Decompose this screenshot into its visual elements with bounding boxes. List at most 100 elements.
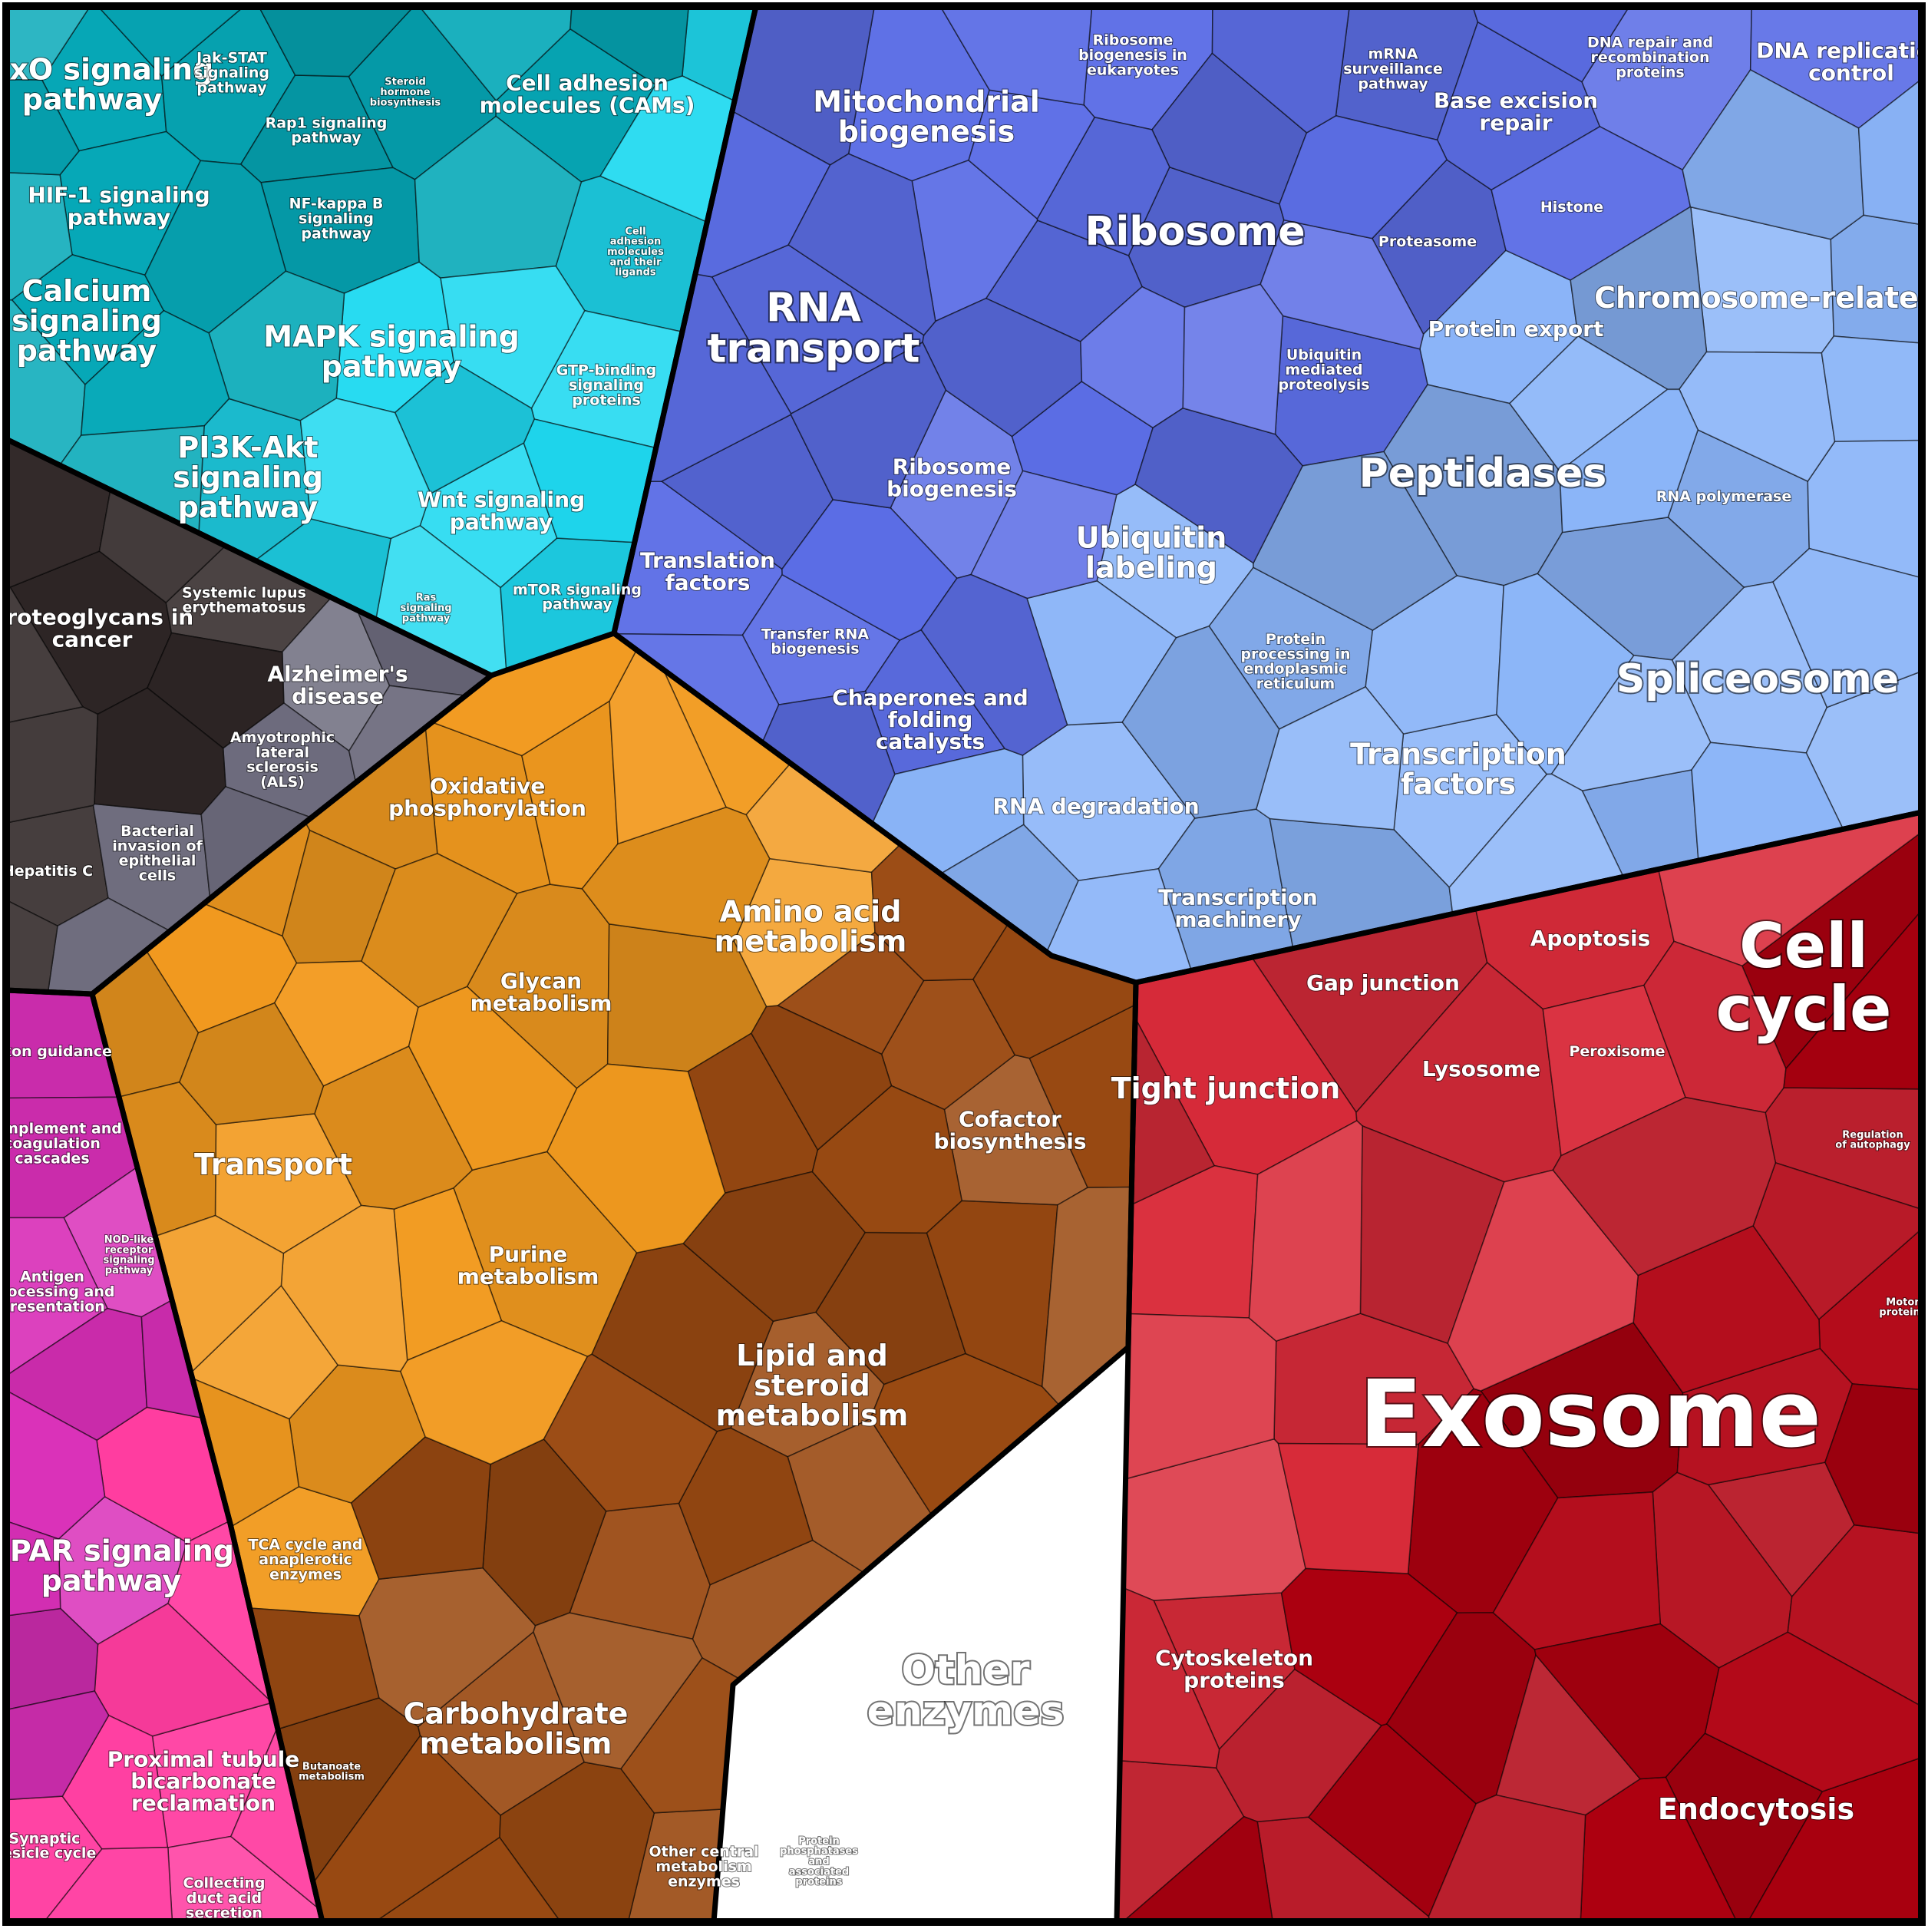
cellular-cell <box>1752 1161 1922 1320</box>
metabolism-label: Cofactor biosynthesis <box>934 1106 1087 1154</box>
metabolism-label: Purine metabolism <box>457 1241 599 1289</box>
organismal-label: Synaptic vesicle cycle <box>0 1830 96 1861</box>
cellular-cell <box>1121 1815 1274 1922</box>
metabolism-cell <box>533 1612 703 1770</box>
genetic-cell <box>939 6 1093 106</box>
metabolism-cell <box>280 1204 408 1372</box>
metabolism-label: Carbohydrate metabolism <box>404 1697 629 1761</box>
genetic-label: Protein processing in endoplasmic reticulum <box>1240 631 1350 692</box>
signaling-label: Cell adhesion molecules and their ligands <box>607 226 664 278</box>
cellular-cell <box>1552 1096 1777 1276</box>
genetic-label: Chromosome-related <box>1594 281 1928 315</box>
genetic-label: Proteasome <box>1378 233 1477 250</box>
signaling-label: Wnt signaling pathway <box>418 487 585 534</box>
genetic-label: Spliceosome <box>1616 656 1899 702</box>
signaling-label: Cell adhesion molecules (CAMs) <box>480 70 695 117</box>
cell-layer <box>6 6 1922 1922</box>
genetic-cell <box>1857 78 1922 226</box>
cellular-label: Peroxisome <box>1569 1043 1665 1060</box>
metabolism-label: Other central metabolism enzymes <box>649 1844 758 1891</box>
signaling-label: MAPK signaling pathway <box>263 320 520 384</box>
metabolism-group-border <box>89 630 1139 1922</box>
metabolism-label: Lipid and steroid metabolism <box>716 1339 909 1432</box>
signaling-cell <box>97 6 246 78</box>
signaling-label: mTOR signaling pathway <box>513 581 642 613</box>
genetic-cell <box>1559 388 1699 533</box>
metabolism-cell <box>581 806 771 943</box>
metabolism-cell <box>543 1353 718 1512</box>
cellular-cell <box>1824 1383 1922 1534</box>
signaling-label: GTP-binding signaling proteins <box>556 362 657 409</box>
organismal-cell <box>6 1690 110 1801</box>
genetic-label: DNA repair and recombination proteins <box>1587 35 1713 81</box>
genetic-label: Base excision repair <box>1434 88 1598 135</box>
metabolism-label: Other enzymes <box>867 1648 1065 1735</box>
genetic-label: Ubiquitin mediated proteolysis <box>1278 347 1369 394</box>
cellular-label: Cytoskeleton proteins <box>1155 1645 1313 1693</box>
genetic-label: Ubiquitin labeling <box>1076 521 1227 585</box>
signaling-cell <box>299 398 431 540</box>
disease-cell <box>6 586 84 724</box>
genetic-label: Histone <box>1540 199 1603 216</box>
cellular-label: Apoptosis <box>1530 926 1651 951</box>
organismal-cell <box>43 1846 173 1922</box>
signaling-cell <box>258 6 415 78</box>
genetic-label: Peptidases <box>1359 451 1607 497</box>
signaling-label: Rap1 signaling pathway <box>266 114 388 146</box>
cellular-cell <box>1248 1120 1363 1342</box>
genetic-label: RNA polymerase <box>1656 488 1791 505</box>
metabolism-cell <box>750 1005 893 1151</box>
genetic-label: Ribosome <box>1085 209 1306 255</box>
cellular-group-border <box>1114 809 1922 1922</box>
genetic-cell <box>1682 68 1864 240</box>
genetic-label: Mitochondrial biogenesis <box>813 85 1039 149</box>
genetic-cell <box>1211 6 1351 134</box>
metabolism-cell <box>312 1735 501 1922</box>
metabolism-label: Transport <box>194 1148 352 1181</box>
cellular-label: Motor proteins <box>1879 1296 1926 1318</box>
label-layer: FoxO signalingpathwayJak-STATsignalingpa… <box>0 31 1928 1922</box>
genetic-label: Ribosome biogenesis in eukaryotes <box>1078 32 1187 79</box>
metabolism-label: Butanoate metabolism <box>299 1761 365 1782</box>
disease-cell <box>6 705 99 824</box>
metabolism-label: TCA cycle and anaplerotic enzymes <box>248 1537 362 1584</box>
cellular-label: Gap junction <box>1306 970 1460 996</box>
genetic-cell <box>920 573 1068 756</box>
metabolism-label: Oxidative phosphorylation <box>388 773 586 821</box>
signaling-cell <box>569 6 690 86</box>
disease-label: Alzheimer's disease <box>267 661 408 708</box>
cellular-label: Cell cycle <box>1716 910 1892 1045</box>
metabolism-label: Protein phosphatases and associated proteins <box>780 1835 858 1887</box>
cellular-cell <box>1643 940 1787 1114</box>
genetic-cell <box>1821 335 1922 442</box>
metabolism-label: Amino acid metabolism <box>715 895 907 959</box>
cellular-label: Lysosome <box>1422 1056 1540 1082</box>
organismal-label: Antigen processing and presentation <box>0 1269 115 1316</box>
organismal-label: Collecting duct acid secretion <box>183 1875 266 1922</box>
cellular-label: Exosome <box>1359 1362 1821 1468</box>
signaling-cell <box>6 171 73 301</box>
metabolism-cell <box>178 1002 325 1125</box>
disease-label: Hepatitis C <box>2 863 93 880</box>
metabolism-label: Glycan metabolism <box>470 968 612 1016</box>
organismal-group-border <box>6 987 325 1922</box>
genetic-label: RNA degradation <box>992 794 1199 819</box>
metabolism-cell <box>361 853 518 1009</box>
genetic-cell <box>968 89 1096 220</box>
genetic-cell <box>1121 625 1280 819</box>
organismal-label: Axon guidance <box>0 1043 112 1060</box>
signaling-label: PI3K-Akt signaling pathway <box>173 431 323 524</box>
disease-label: Systemic lupus erythematosus <box>182 584 306 616</box>
genetic-label: DNA replication control <box>1756 38 1928 85</box>
border-layer <box>6 6 1922 1922</box>
genetic-cell <box>781 499 958 641</box>
signaling-cell <box>6 78 80 176</box>
genetic-cell <box>1772 547 1922 708</box>
signaling-label: Calcium signaling pathway <box>12 274 162 368</box>
genetic-label: Translation factors <box>640 547 775 595</box>
disease-label: Bacterial invasion of epithelial cells <box>112 823 203 884</box>
signaling-label: Jak-STAT signaling pathway <box>194 50 269 97</box>
